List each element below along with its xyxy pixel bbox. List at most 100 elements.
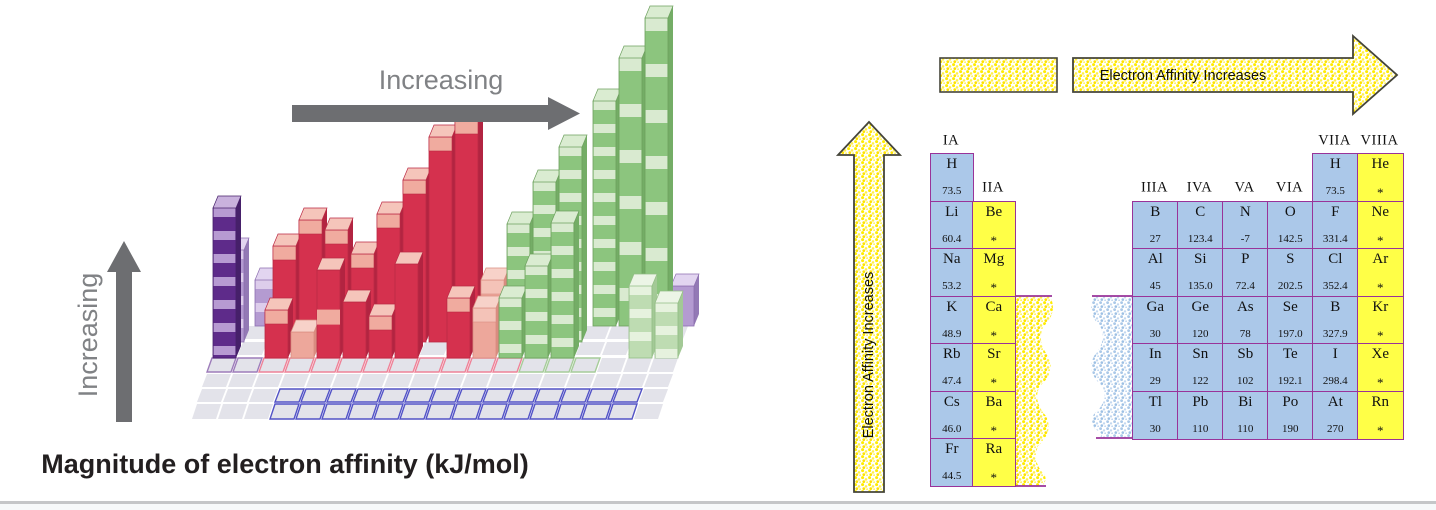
floor-tile (455, 388, 488, 403)
element-value: * (990, 327, 998, 343)
floor-tile (299, 388, 332, 403)
bar-top-face (644, 5, 674, 19)
bar-top-face (394, 251, 424, 265)
element-value: * (1377, 280, 1384, 296)
element-cell-Cl-r2: Cl 352.4 (1312, 248, 1359, 298)
bar-band (213, 346, 236, 355)
increasing-vertical-label: Increasing (73, 273, 103, 398)
bar-band (619, 150, 642, 163)
floor-tile (420, 342, 449, 355)
bar-band (593, 262, 616, 271)
bar-band (551, 223, 574, 232)
bar-band (507, 247, 530, 256)
element-symbol: Cl (1328, 251, 1343, 267)
floor-tile (481, 388, 514, 403)
element-symbol: Tl (1148, 393, 1162, 410)
floor-tile (273, 388, 306, 403)
floor-tile (581, 326, 610, 339)
element-symbol: Te (1282, 346, 1298, 362)
element-value: 135.0 (1187, 280, 1213, 293)
bar-band (525, 312, 548, 321)
bar-band (619, 242, 642, 255)
floor-tile (332, 374, 361, 387)
torn-band-borders (1014, 295, 1132, 487)
element-symbol: Sn (1192, 346, 1209, 362)
element-cell-Bi-r5: Bi 110 (1222, 390, 1269, 440)
element-value: 27 (1149, 232, 1161, 245)
floor-tile (649, 358, 678, 372)
bar-red-c9-r0 (446, 285, 476, 359)
element-value: 73.5 (1325, 185, 1345, 198)
bar-top-face (654, 290, 684, 304)
element-value: * (1377, 375, 1384, 391)
element-symbol: N (1239, 203, 1251, 220)
element-cell-B-r3: B 327.9 (1312, 295, 1359, 345)
element-symbol: In (1149, 346, 1162, 362)
bar-band (593, 216, 616, 225)
bar-band (655, 326, 678, 335)
element-cell-Sn-r4: Sn 122 (1177, 343, 1224, 393)
element-symbol: Fr (945, 441, 959, 457)
element-symbol: Se (1282, 298, 1298, 315)
increasing-right-arrow (292, 97, 580, 130)
bar-band (593, 101, 616, 110)
element-cell-H-0: H 73.5 (930, 153, 974, 203)
element-cell-Cs-5: Cs 46.0 (930, 390, 974, 440)
element-cell-Pb-r5: Pb 110 (1177, 390, 1224, 440)
element-cell-Fr-6: Fr 44.5 (930, 438, 974, 488)
element-cell-I-r4: I 298.4 (1312, 343, 1359, 393)
element-symbol: B (1330, 298, 1341, 315)
bar-band (533, 205, 556, 214)
bar-band (593, 147, 616, 156)
bar-side-face (244, 238, 249, 342)
floor-tile (358, 374, 387, 387)
element-cell-Li-1: Li 60.4 (930, 200, 974, 250)
bar-mid-band (317, 309, 340, 325)
floor-tile (347, 403, 378, 420)
bar-purple-c0-r0 (212, 195, 242, 359)
element-cell-C-r1: C 123.4 (1177, 200, 1224, 250)
bar-green-c13-r0 (550, 210, 580, 359)
floor-tile (576, 342, 605, 355)
element-cell-Sb-r4: Sb 102 (1222, 343, 1269, 393)
torn-band-yellow (1014, 296, 1053, 486)
element-cell-S-r2: S 202.5 (1267, 248, 1314, 298)
element-value: * (990, 422, 998, 438)
bar-band (507, 224, 530, 233)
group-header-ia: IA (942, 132, 960, 149)
floor-tile (192, 404, 221, 419)
bar-side-face (236, 196, 241, 358)
bar-band (559, 193, 582, 202)
bar-red-c7-r0 (394, 251, 424, 359)
element-cell-Kr-r3: Kr * (1357, 295, 1404, 345)
element-symbol: B (1150, 203, 1161, 220)
element-symbol: Ar (1372, 251, 1389, 267)
element-symbol: Mg (983, 251, 1005, 267)
floor-tile (254, 374, 283, 387)
element-symbol: Sr (987, 346, 1001, 362)
floor-tile (566, 374, 595, 387)
element-symbol: Ge (1191, 298, 1210, 315)
bar-band (499, 298, 522, 307)
floor-tile (477, 403, 508, 420)
element-value: * (1377, 327, 1384, 343)
floor-tile (238, 342, 267, 355)
element-cell-K-3: K 48.9 (930, 295, 974, 345)
element-cell-O-r1: O 142.5 (1267, 200, 1314, 250)
bar-band (593, 239, 616, 248)
element-symbol: As (1236, 298, 1254, 315)
element-symbol: Na (943, 251, 961, 267)
element-value: 110 (1192, 422, 1209, 435)
bar-band (629, 286, 652, 295)
bar-top-face (628, 273, 658, 287)
increasing-up-arrow (107, 241, 141, 422)
floor-tile (581, 403, 612, 420)
bar-band (619, 58, 642, 71)
bar-top-face (298, 207, 328, 221)
floor-tile (232, 357, 263, 373)
element-value: 45 (1149, 280, 1161, 293)
floor-tile (533, 388, 566, 403)
floor-tile (197, 389, 226, 402)
